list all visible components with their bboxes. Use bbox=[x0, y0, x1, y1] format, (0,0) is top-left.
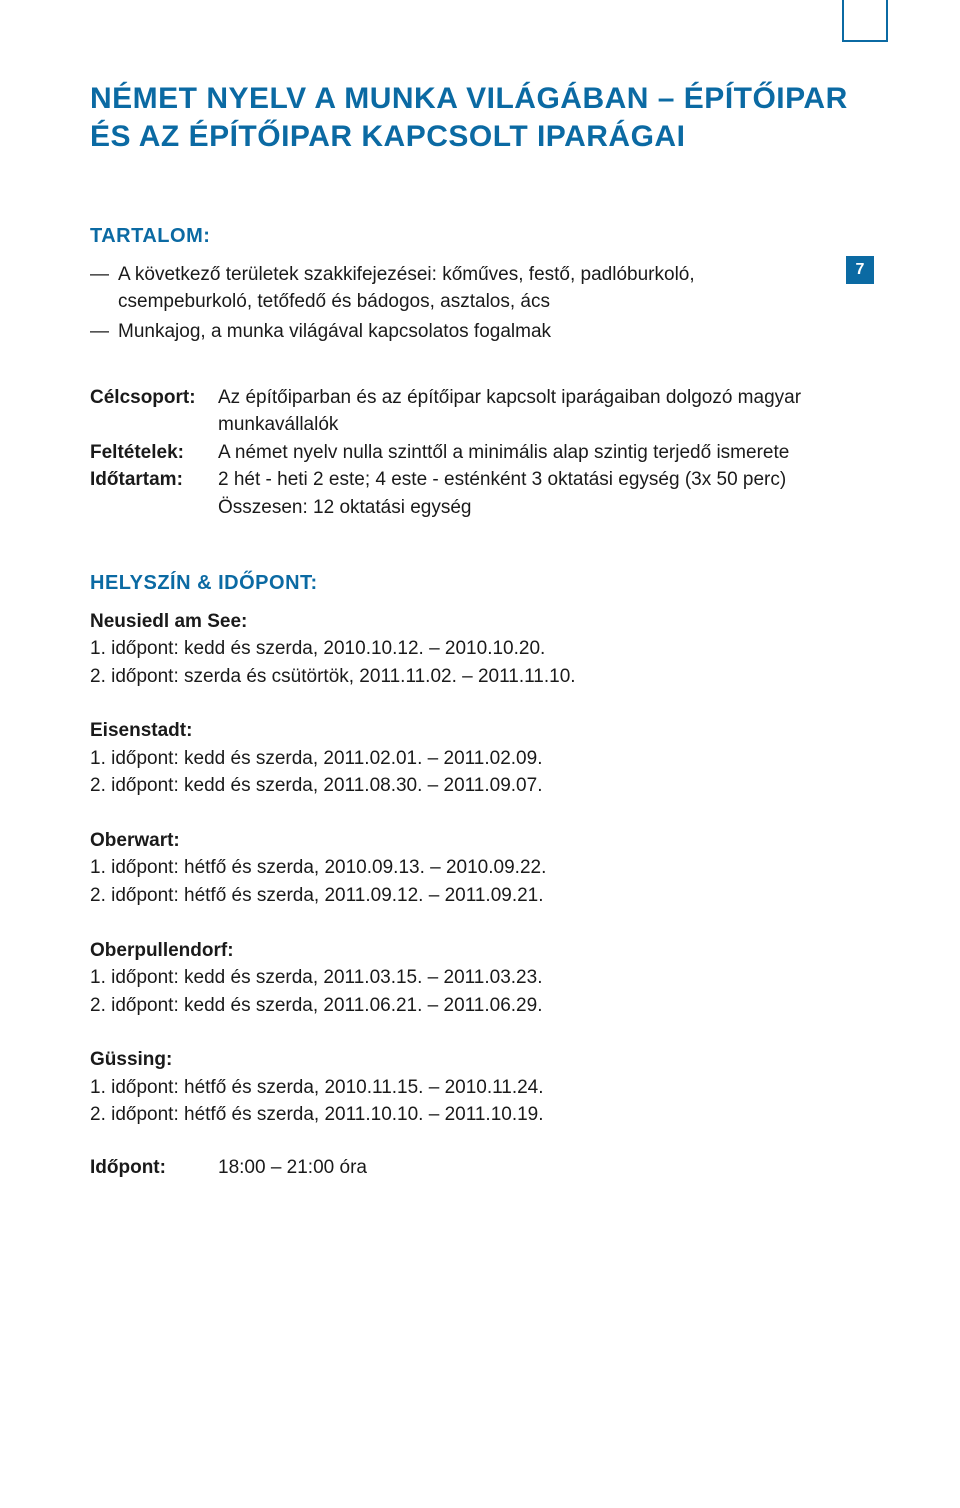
location-line: 1. időpont: kedd és szerda, 2010.10.12. … bbox=[90, 635, 870, 663]
info-key: Időtartam: bbox=[90, 466, 218, 494]
locations-block: Neusiedl am See: 1. időpont: kedd és sze… bbox=[90, 609, 870, 1129]
time-key: Időpont: bbox=[90, 1157, 218, 1179]
location-line: 2. időpont: kedd és szerda, 2011.06.21. … bbox=[90, 992, 870, 1020]
page-title: NÉMET NYELV A MUNKA VILÁGÁBAN – ÉPÍTŐIPA… bbox=[90, 80, 870, 155]
side-tab-decoration bbox=[842, 0, 888, 42]
location-name: Oberpullendorf: bbox=[90, 938, 870, 965]
info-val: 2 hét - heti 2 este; 4 este - esténként … bbox=[218, 466, 870, 521]
tartalom-label: TARTALOM: bbox=[90, 225, 870, 248]
info-row-feltetelek: Feltételek: A német nyelv nulla szinttől… bbox=[90, 439, 870, 467]
location-name: Neusiedl am See: bbox=[90, 609, 870, 636]
location-line: 2. időpont: kedd és szerda, 2011.08.30. … bbox=[90, 772, 870, 800]
tartalom-item: Munkajog, a munka világával kapcsolatos … bbox=[90, 319, 720, 346]
info-row-celcsoport: Célcsoport: Az építőiparban és az építői… bbox=[90, 384, 870, 439]
info-block: Célcsoport: Az építőiparban és az építői… bbox=[90, 384, 870, 522]
info-val-line: 2 hét - heti 2 este; 4 este - esténként … bbox=[218, 466, 870, 494]
location-line: 2. időpont: hétfő és szerda, 2011.09.12.… bbox=[90, 882, 870, 910]
location-line: 2. időpont: szerda és csütörtök, 2011.11… bbox=[90, 663, 870, 691]
location-line: 1. időpont: kedd és szerda, 2011.03.15. … bbox=[90, 964, 870, 992]
time-val: 18:00 – 21:00 óra bbox=[218, 1157, 367, 1179]
location-name: Oberwart: bbox=[90, 828, 870, 855]
info-val-line: Összesen: 12 oktatási egység bbox=[218, 494, 870, 522]
info-key: Feltételek: bbox=[90, 439, 218, 467]
location-block: Oberwart: 1. időpont: hétfő és szerda, 2… bbox=[90, 828, 870, 910]
page-number: 7 bbox=[846, 256, 874, 284]
location-line: 2. időpont: hétfő és szerda, 2011.10.10.… bbox=[90, 1101, 870, 1129]
tartalom-list: A következő területek szakkifejezései: k… bbox=[90, 262, 870, 346]
location-block: Eisenstadt: 1. időpont: kedd és szerda, … bbox=[90, 718, 870, 800]
helyszin-label: HELYSZÍN & IDŐPONT: bbox=[90, 572, 870, 595]
location-line: 1. időpont: kedd és szerda, 2011.02.01. … bbox=[90, 745, 870, 773]
info-val: A német nyelv nulla szinttől a minimális… bbox=[218, 439, 870, 467]
info-val: Az építőiparban és az építőipar kapcsolt… bbox=[218, 384, 870, 439]
location-block: Oberpullendorf: 1. időpont: kedd és szer… bbox=[90, 938, 870, 1020]
time-row: Időpont: 18:00 – 21:00 óra bbox=[90, 1157, 870, 1179]
location-line: 1. időpont: hétfő és szerda, 2010.09.13.… bbox=[90, 854, 870, 882]
tartalom-item: A következő területek szakkifejezései: k… bbox=[90, 262, 720, 315]
info-key: Célcsoport: bbox=[90, 384, 218, 412]
location-block: Güssing: 1. időpont: hétfő és szerda, 20… bbox=[90, 1047, 870, 1129]
location-line: 1. időpont: hétfő és szerda, 2010.11.15.… bbox=[90, 1074, 870, 1102]
location-block: Neusiedl am See: 1. időpont: kedd és sze… bbox=[90, 609, 870, 691]
location-name: Güssing: bbox=[90, 1047, 870, 1074]
info-row-idotartam: Időtartam: 2 hét - heti 2 este; 4 este -… bbox=[90, 466, 870, 521]
location-name: Eisenstadt: bbox=[90, 718, 870, 745]
